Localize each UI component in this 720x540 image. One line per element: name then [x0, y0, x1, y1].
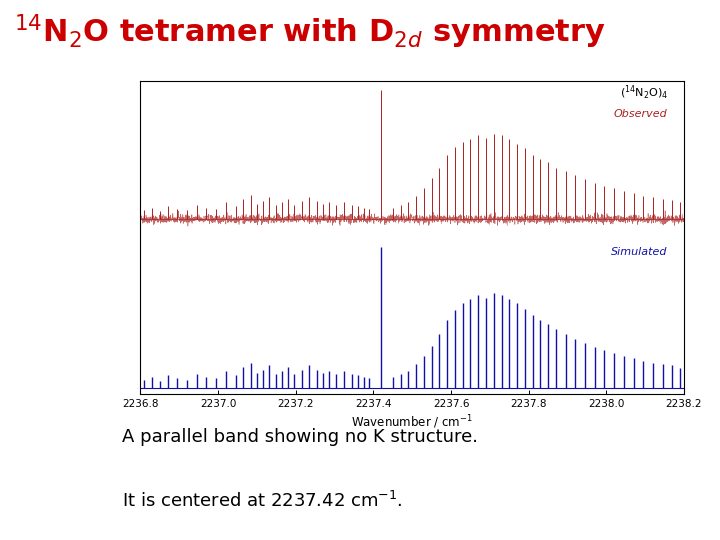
Text: $^{14}$N$_2$O tetramer with D$_{2d}$ symmetry: $^{14}$N$_2$O tetramer with D$_{2d}$ sym… — [14, 12, 606, 51]
X-axis label: Wavenumber / cm$^{-1}$: Wavenumber / cm$^{-1}$ — [351, 413, 473, 431]
Text: Observed: Observed — [614, 109, 667, 119]
Text: $\mathregular{(^{14}N_2O)_4}$: $\mathregular{(^{14}N_2O)_4}$ — [620, 84, 667, 103]
Text: A parallel band showing no K structure.: A parallel band showing no K structure. — [122, 428, 478, 445]
Text: It is centered at 2237.42 cm$^{-1}$.: It is centered at 2237.42 cm$^{-1}$. — [122, 491, 403, 511]
Text: Simulated: Simulated — [611, 247, 667, 257]
